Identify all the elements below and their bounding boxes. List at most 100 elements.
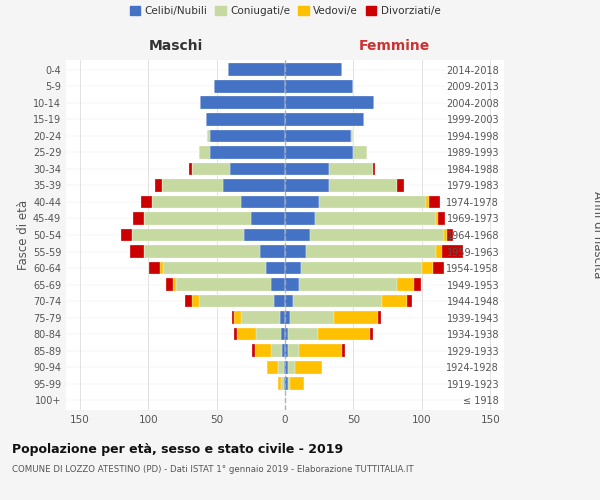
Bar xyxy=(227,64,285,76)
Bar xyxy=(163,262,266,274)
Bar xyxy=(318,328,370,340)
Bar xyxy=(210,146,285,159)
Bar xyxy=(285,80,353,93)
Bar xyxy=(185,294,192,308)
Bar xyxy=(370,328,373,340)
Bar xyxy=(290,377,304,390)
Bar xyxy=(301,262,422,274)
Y-axis label: Fasce di età: Fasce di età xyxy=(17,200,30,270)
Bar xyxy=(251,212,285,225)
Bar xyxy=(285,212,315,225)
Bar xyxy=(285,344,288,357)
Bar xyxy=(285,311,290,324)
Bar xyxy=(266,262,285,274)
Bar xyxy=(426,196,429,208)
Bar xyxy=(255,344,271,357)
Bar xyxy=(285,162,329,175)
Bar xyxy=(353,146,367,159)
Bar xyxy=(305,245,436,258)
Bar xyxy=(223,179,285,192)
Bar xyxy=(149,262,160,274)
Text: Popolazione per età, sesso e stato civile - 2019: Popolazione per età, sesso e stato civil… xyxy=(12,442,343,456)
Bar xyxy=(271,278,285,291)
Bar xyxy=(285,278,299,291)
Bar xyxy=(285,245,305,258)
Bar xyxy=(260,245,285,258)
Bar xyxy=(214,80,285,93)
Bar xyxy=(282,344,285,357)
Bar xyxy=(382,294,407,308)
Bar xyxy=(252,344,255,357)
Bar xyxy=(267,360,278,374)
Bar xyxy=(230,162,285,175)
Bar xyxy=(237,328,256,340)
Bar xyxy=(144,212,251,225)
Bar xyxy=(285,113,364,126)
Bar xyxy=(241,311,280,324)
Bar xyxy=(407,294,412,308)
Bar xyxy=(162,179,223,192)
Bar xyxy=(207,130,210,142)
Bar xyxy=(280,311,285,324)
Bar xyxy=(200,96,285,110)
Bar xyxy=(206,113,285,126)
Bar xyxy=(281,377,284,390)
Bar xyxy=(133,212,144,225)
Bar xyxy=(256,328,281,340)
Text: Maschi: Maschi xyxy=(148,38,203,52)
Bar xyxy=(413,278,421,291)
Bar xyxy=(166,278,173,291)
Bar xyxy=(285,64,343,76)
Bar xyxy=(274,294,285,308)
Bar xyxy=(319,196,426,208)
Legend: Celibi/Nubili, Coniugati/e, Vedovi/e, Divorziati/e: Celibi/Nubili, Coniugati/e, Vedovi/e, Di… xyxy=(125,2,445,21)
Bar xyxy=(189,162,192,175)
Bar xyxy=(397,278,413,291)
Bar xyxy=(334,311,378,324)
Bar xyxy=(433,262,444,274)
Bar xyxy=(293,294,382,308)
Bar xyxy=(290,311,334,324)
Bar xyxy=(329,162,373,175)
Bar xyxy=(285,130,350,142)
Bar xyxy=(121,228,132,241)
Bar xyxy=(310,228,444,241)
Bar xyxy=(444,228,446,241)
Bar xyxy=(442,245,463,258)
Bar xyxy=(284,360,285,374)
Bar xyxy=(350,130,353,142)
Bar xyxy=(288,328,318,340)
Bar xyxy=(378,311,381,324)
Bar xyxy=(397,179,404,192)
Bar xyxy=(422,262,433,274)
Bar xyxy=(285,196,319,208)
Bar xyxy=(438,212,445,225)
Bar xyxy=(232,311,235,324)
Bar xyxy=(244,228,285,241)
Bar xyxy=(436,212,438,225)
Bar xyxy=(285,228,310,241)
Bar xyxy=(199,146,210,159)
Bar xyxy=(288,344,299,357)
Text: Femmine: Femmine xyxy=(359,38,430,52)
Bar xyxy=(295,360,322,374)
Bar xyxy=(285,179,329,192)
Bar xyxy=(192,162,230,175)
Bar xyxy=(155,179,162,192)
Bar xyxy=(343,344,345,357)
Bar xyxy=(160,262,163,274)
Bar xyxy=(285,294,293,308)
Bar xyxy=(235,311,241,324)
Bar xyxy=(132,228,244,241)
Bar xyxy=(288,377,290,390)
Bar xyxy=(284,377,285,390)
Bar xyxy=(285,262,301,274)
Bar xyxy=(285,146,353,159)
Bar xyxy=(235,328,237,340)
Bar xyxy=(429,196,440,208)
Bar xyxy=(285,360,288,374)
Bar xyxy=(173,278,176,291)
Bar xyxy=(285,377,288,390)
Bar xyxy=(278,377,281,390)
Bar xyxy=(288,360,295,374)
